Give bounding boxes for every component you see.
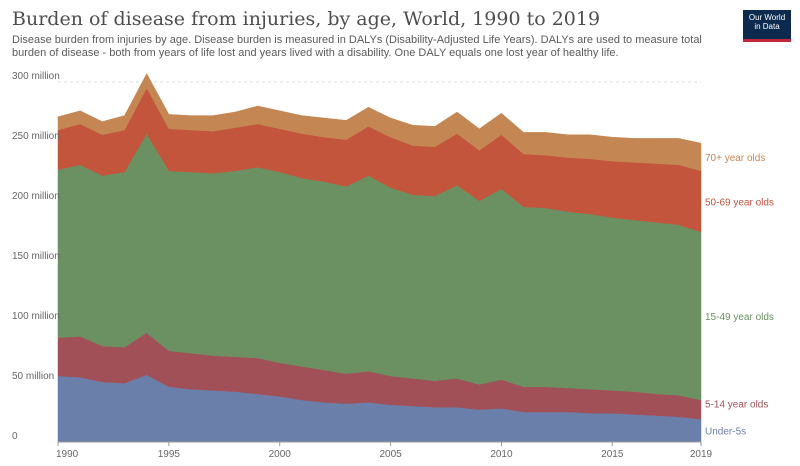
series-label-3: 50-69 year olds (705, 197, 774, 208)
area-layer (57, 73, 702, 443)
series-label-4: 70+ year olds (705, 153, 765, 164)
x-tick-label: 2010 (490, 449, 513, 460)
x-tick-label: 2019 (690, 449, 713, 460)
logo-line-2: in Data (754, 22, 780, 31)
axis-layer: 0 50 million 100 million 150 million 200 mil… (12, 71, 713, 460)
x-tick-label: 1995 (158, 449, 181, 460)
y-tick-label: 300 million (12, 71, 60, 82)
y-tick-label: 0 (12, 431, 18, 442)
y-tick-label: 100 million (12, 311, 60, 322)
x-tick-label: 2005 (379, 449, 402, 460)
y-tick-label: 50 million (12, 371, 54, 382)
owid-logo[interactable]: Our World in Data (743, 10, 791, 42)
series-label-2: 15-49 year olds (705, 312, 774, 323)
y-tick-label: 200 million (12, 191, 60, 202)
area-series-4[interactable] (57, 73, 702, 172)
x-tick-label: 2015 (601, 449, 624, 460)
y-tick-label: 150 million (12, 251, 60, 262)
series-label-0: Under-5s (705, 427, 746, 438)
x-tick-label: 1990 (56, 449, 79, 460)
chart-title: Burden of disease from injuries, by age,… (12, 8, 601, 30)
logo-line-1: Our World (748, 13, 786, 22)
chart-subtitle: Disease burden from injuries by age. Dis… (12, 34, 702, 59)
x-tick-label: 2000 (269, 449, 292, 460)
series-label-layer: Under-5s 5-14 year olds 15-49 year olds 50-… (705, 153, 774, 438)
series-label-1: 5-14 year olds (705, 400, 768, 411)
y-tick-label: 250 million (12, 131, 60, 142)
